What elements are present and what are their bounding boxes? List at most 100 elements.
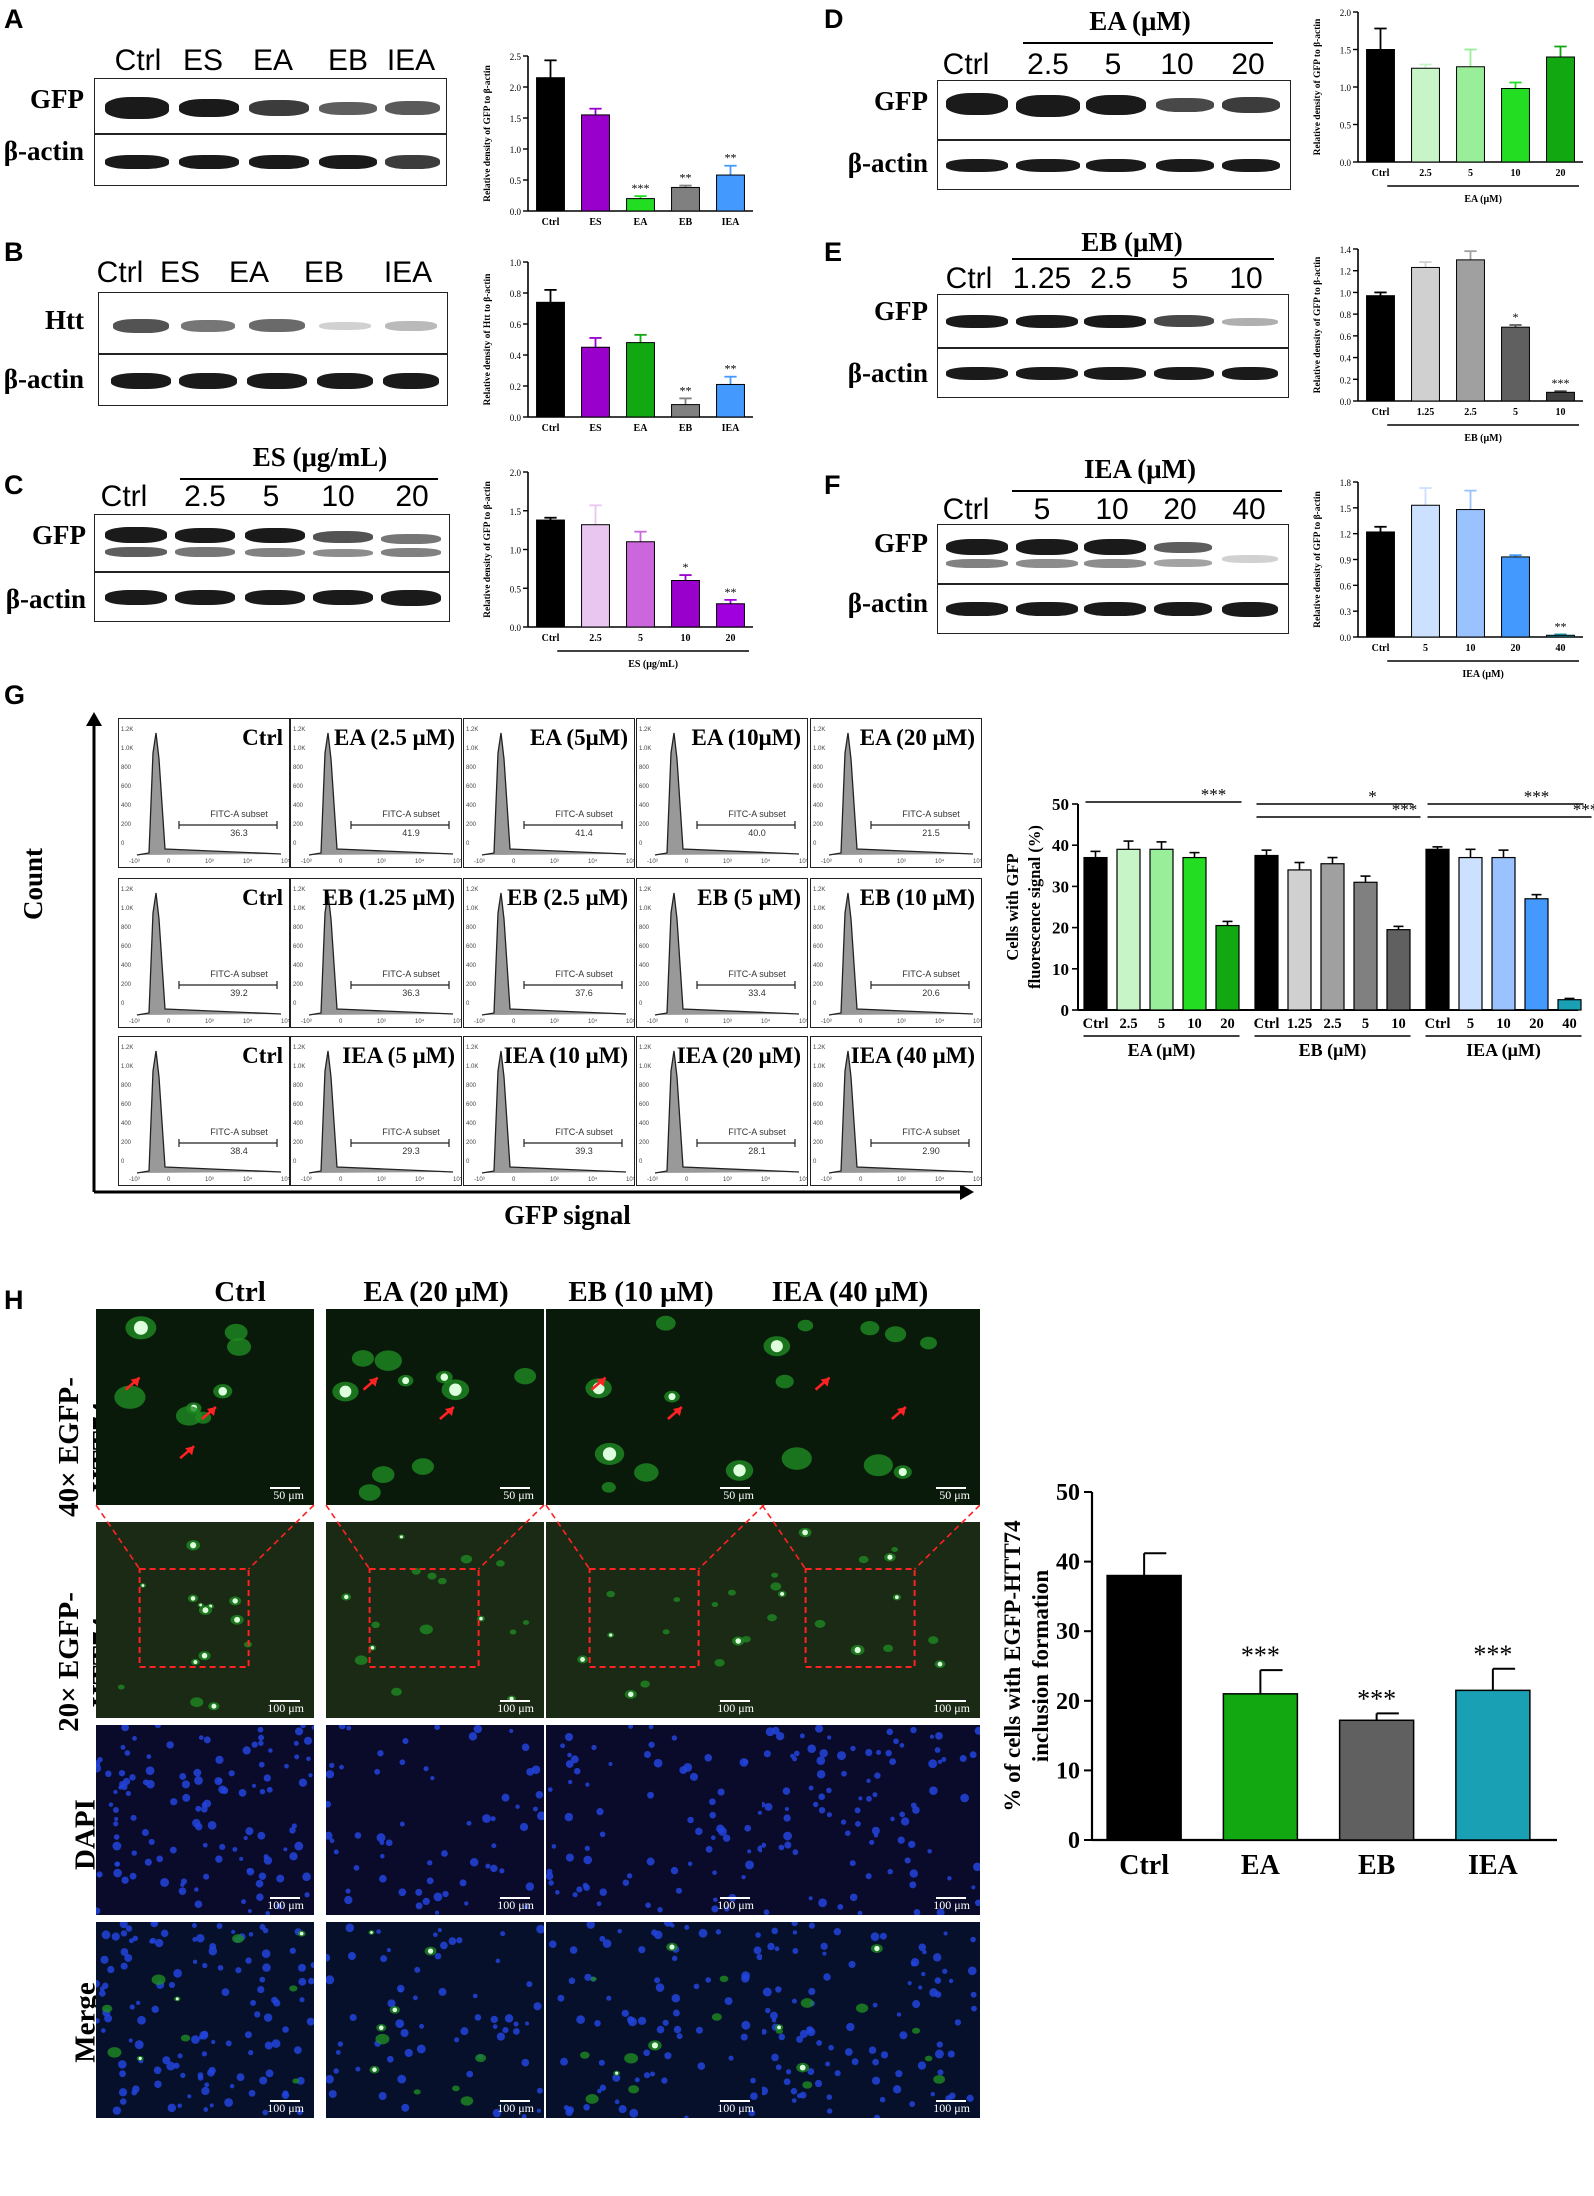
histogram-y-tick: 400 — [466, 1121, 477, 1127]
nucleus — [243, 1835, 248, 1841]
nucleus — [380, 1955, 388, 1963]
gfp-image: 100 μm — [762, 1522, 980, 1718]
nucleus — [825, 2061, 831, 2067]
nucleus — [99, 1990, 106, 1997]
nucleus — [525, 2021, 530, 2026]
lane-label: 2.5 — [1027, 48, 1069, 81]
histogram-y-tick: 0 — [121, 1001, 125, 1007]
histogram-x-tick: -10³ — [821, 1177, 832, 1183]
nucleus — [104, 2014, 113, 2023]
nucleus — [907, 1981, 912, 1986]
red-arrowhead — [672, 1407, 682, 1416]
nucleus — [466, 2070, 474, 2078]
nucleus — [241, 1899, 247, 1905]
nucleus — [96, 1907, 101, 1915]
nucleus — [238, 1789, 247, 1797]
histogram-x-tick: 10³ — [550, 1019, 559, 1025]
flow-histogram: EA (20 μM) FITC-A subset 21.5 1.2K 1.0K 800 60… — [810, 718, 982, 868]
gate-percentage: 37.6 — [575, 988, 593, 998]
nucleus — [437, 1928, 442, 1933]
nucleus — [670, 1866, 679, 1875]
histogram-x-tick: -10³ — [821, 859, 832, 865]
merge-image: 100 μm — [546, 1922, 764, 2118]
significance-label: ** — [725, 362, 737, 376]
nucleus — [328, 2089, 337, 2098]
nucleus — [154, 2080, 162, 2088]
y-tick-label: 1.8 — [1340, 478, 1352, 488]
x-tick-label: 2.5 — [1419, 168, 1432, 179]
nucleus — [257, 1726, 264, 1733]
histogram-peak — [654, 732, 800, 856]
nucleus — [485, 1863, 491, 1869]
nucleus — [617, 1928, 622, 1934]
cell-body — [151, 1974, 166, 1985]
cell-body — [585, 2094, 599, 2104]
y-tick-label: 2.0 — [510, 83, 522, 93]
histogram-peak — [308, 892, 454, 1016]
histogram-peak — [481, 1050, 627, 1174]
histogram-y-tick: 800 — [121, 925, 132, 931]
nucleus — [750, 2077, 756, 2084]
cell-body — [920, 1336, 938, 1350]
lane-label: IEA — [386, 44, 436, 77]
cell-body — [606, 1590, 615, 1598]
nucleus — [833, 1928, 842, 1936]
nucleus — [913, 1909, 921, 1915]
scale-bar — [500, 1487, 530, 1489]
nucleus — [710, 1835, 716, 1841]
nucleus — [203, 1799, 212, 1808]
nucleus — [281, 2091, 290, 2100]
gfp-image: 100 μm — [96, 1522, 314, 1718]
column-header: EA (20 μM) — [363, 1276, 509, 1308]
inclusion — [190, 1542, 197, 1549]
nucleus — [217, 1965, 224, 1971]
nucleus — [96, 1763, 102, 1773]
nucleus — [887, 1868, 893, 1875]
y-tick-label: 1.2 — [1340, 267, 1351, 277]
cell-body — [767, 1614, 777, 1622]
nucleus — [490, 1816, 496, 1822]
histogram-x-tick: 10⁵ — [281, 1019, 290, 1025]
histogram-x-tick: 10⁴ — [243, 1019, 253, 1025]
histogram-title: IEA (40 μM) — [850, 1043, 975, 1068]
dose-header: EA (μM) — [1089, 6, 1191, 36]
inclusion — [937, 1661, 943, 1667]
nucleus — [102, 1982, 109, 1989]
inclusion — [339, 1385, 352, 1398]
histogram-x-tick: 10⁵ — [973, 1019, 982, 1025]
scale-bar-label: 50 μm — [503, 1488, 534, 1502]
nucleus — [513, 2021, 519, 2027]
cell-body — [797, 1319, 814, 1332]
nucleus — [113, 1807, 119, 1813]
red-arrowhead — [596, 1377, 606, 1387]
scale-bar — [270, 2100, 300, 2102]
nucleus — [258, 1872, 267, 1880]
histogram-title: EB (5 μM) — [697, 885, 801, 910]
histogram-x-tick: 0 — [859, 859, 863, 865]
histogram-y-tick: 200 — [293, 982, 304, 988]
y-tick-label: 0.5 — [510, 176, 522, 186]
nucleus — [492, 2108, 502, 2118]
nucleus — [695, 2026, 703, 2034]
nucleus — [576, 2015, 585, 2024]
nucleus — [150, 1922, 159, 1928]
nucleus — [626, 1873, 633, 1879]
bar — [626, 342, 655, 418]
cell-field — [326, 1725, 544, 1915]
nucleus — [908, 1840, 916, 1849]
histogram-y-tick: 1.0K — [121, 906, 134, 912]
nucleus — [296, 2076, 305, 2085]
histogram-x-tick: 0 — [685, 1177, 689, 1183]
nucleus — [435, 1910, 440, 1915]
histogram-y-tick: 1.2K — [639, 887, 652, 893]
nucleus — [193, 1768, 202, 1777]
nucleus — [622, 1879, 630, 1886]
histogram-y-tick: 0 — [293, 841, 297, 847]
nucleus — [814, 2079, 823, 2088]
x-tick-label: IEA — [722, 423, 741, 434]
bar — [1222, 1693, 1299, 1841]
cell-field — [114, 1316, 252, 1460]
nucleus — [573, 1767, 581, 1775]
nucleus — [401, 2103, 410, 2112]
histogram-y-tick: 800 — [121, 1083, 132, 1089]
